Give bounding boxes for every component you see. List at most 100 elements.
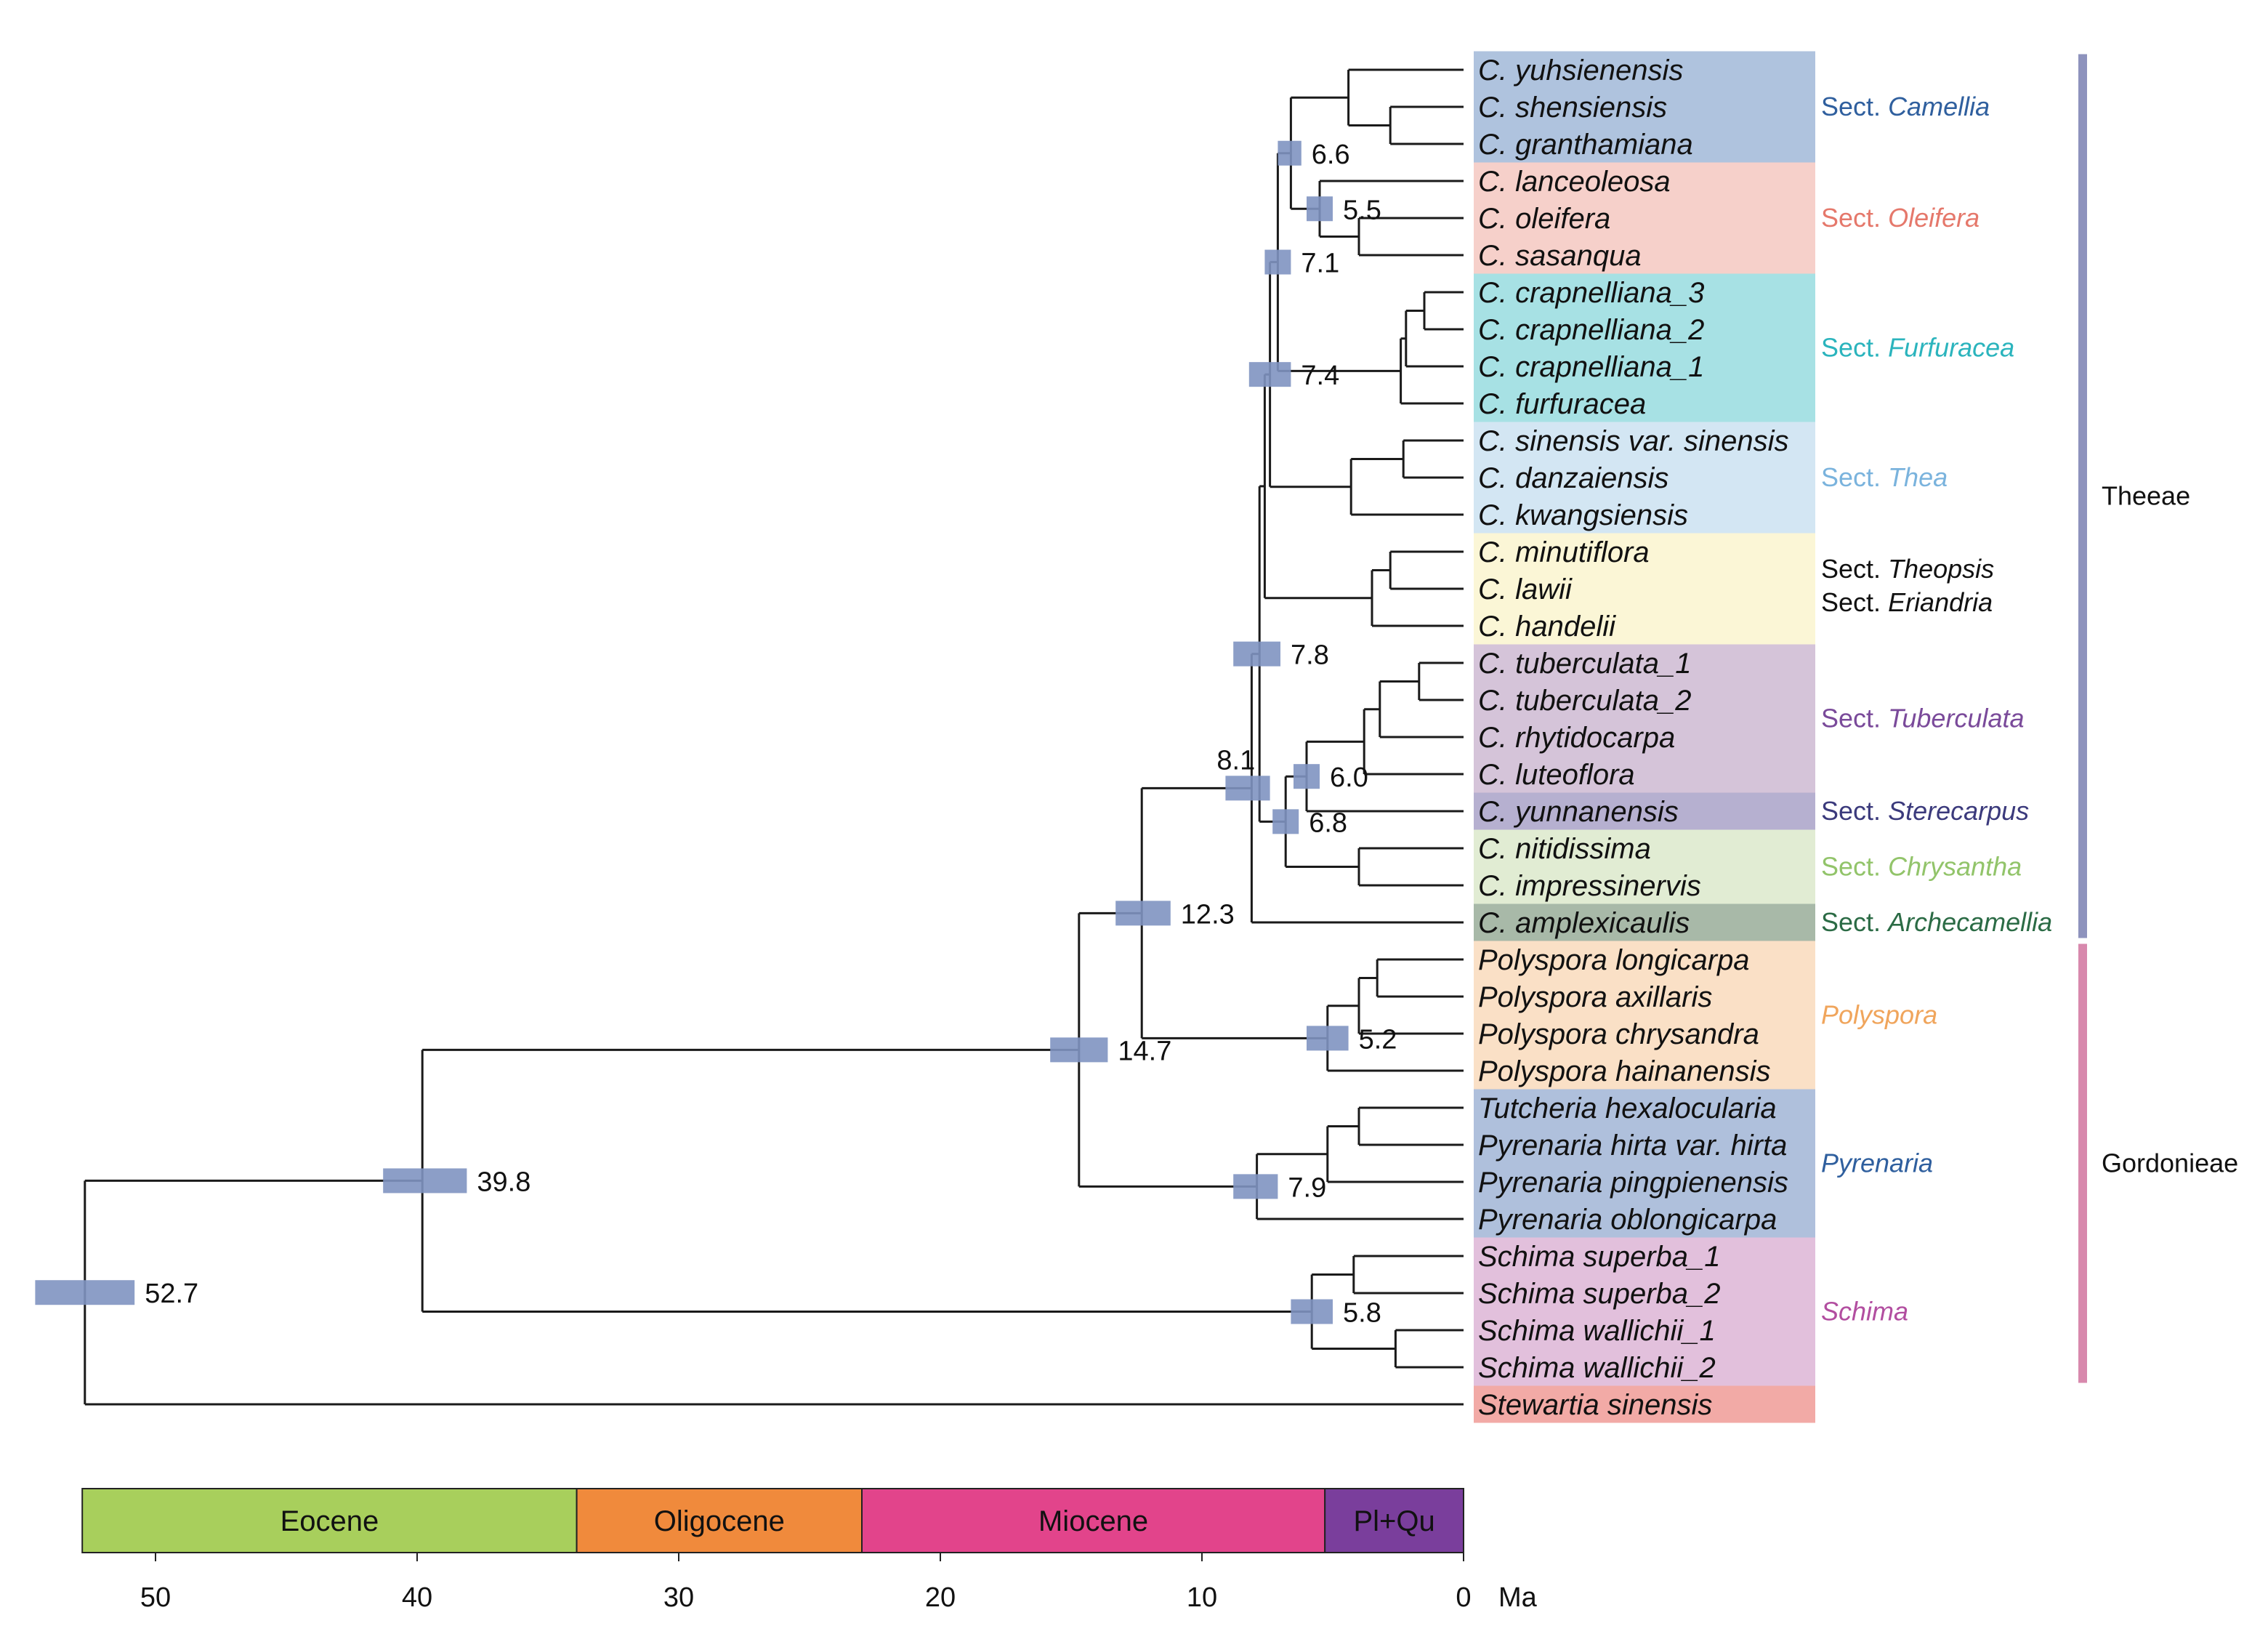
taxon-label: Polyspora chrysandra xyxy=(1478,1018,1759,1050)
taxon-label: C. sasanqua xyxy=(1478,240,1642,272)
hpd-bar xyxy=(1233,641,1280,667)
hpd-bar xyxy=(1225,776,1270,801)
section-label-tuberculata: Sect. Tuberculata xyxy=(1821,704,2025,733)
section-bg-furfuracea xyxy=(1474,273,1815,422)
epoch-oligocene xyxy=(576,1488,863,1553)
section-label-camellia: Sect. Camellia xyxy=(1821,92,1990,121)
taxon-label: C. kwangsiensis xyxy=(1478,499,1688,531)
hpd-bar xyxy=(383,1168,467,1194)
taxon-label: C. oleifera xyxy=(1478,203,1610,235)
section-bg-thea xyxy=(1474,422,1815,534)
section-bg-chrysantha xyxy=(1474,829,1815,904)
taxon-label: C. nitidissima xyxy=(1478,833,1651,865)
taxon-label: C. yunnanensis xyxy=(1478,796,1679,828)
section-bg-camellia xyxy=(1474,51,1815,163)
node-age-label: 8.1 xyxy=(1216,745,1255,776)
taxon-label: C. sinensis var. sinensis xyxy=(1478,425,1789,457)
node-age-label: 5.5 xyxy=(1343,195,1381,225)
taxon-label: Schima wallichii_2 xyxy=(1478,1352,1716,1384)
tribe-bar-gordonieae xyxy=(2078,943,2087,1383)
taxon-label: C. granthamiana xyxy=(1478,129,1693,161)
node-age-label: 7.8 xyxy=(1291,640,1329,671)
taxon-label: Stewartia sinensis xyxy=(1478,1389,1712,1421)
section-name: Polyspora xyxy=(1821,1000,1937,1030)
taxon-label: C. tuberculata_2 xyxy=(1478,685,1692,717)
hpd-bar xyxy=(1233,1174,1278,1199)
section-prefix: Sect. xyxy=(1821,907,1881,937)
taxon-label: Schima superba_1 xyxy=(1478,1241,1721,1273)
node-age-label: 7.1 xyxy=(1301,249,1339,279)
node-age-label: 7.4 xyxy=(1301,361,1339,391)
section-name: Eriandria xyxy=(1888,587,1993,617)
section-label-chrysantha: Sect. Chrysantha xyxy=(1821,852,2022,882)
section-labels: Sect. Camellia Sect. Oleifera Sect. Furfur… xyxy=(1821,92,2052,1327)
section-name: Theopsis xyxy=(1888,554,1994,584)
scale-tick-label: 0 xyxy=(1456,1582,1471,1613)
taxon-label: Pyrenaria hirta var. hirta xyxy=(1478,1130,1787,1162)
epoch-eocene xyxy=(81,1488,578,1553)
taxon-label: C. tuberculata_1 xyxy=(1478,648,1692,680)
hpd-bar xyxy=(35,1280,135,1305)
section-prefix: Sect. xyxy=(1821,852,1881,882)
section-label-eriandria: Sect. Eriandria xyxy=(1821,587,1993,617)
node-age-label: 5.8 xyxy=(1343,1298,1381,1329)
section-name: Sterecarpus xyxy=(1888,796,2029,826)
tribe-label-gordonieae: Gordonieae xyxy=(2102,1148,2238,1178)
node-age-label: 6.6 xyxy=(1312,140,1350,170)
hpd-bar xyxy=(1272,809,1299,834)
node-age-label: 12.3 xyxy=(1181,899,1235,930)
epoch-label: Oligocene xyxy=(654,1505,785,1537)
section-backgrounds xyxy=(1474,51,1815,1423)
taxon-label: C. rhytidocarpa xyxy=(1478,722,1675,754)
section-label-furfuracea: Sect. Furfuracea xyxy=(1821,333,2014,363)
section-label-sterecarpus: Sect. Sterecarpus xyxy=(1821,796,2029,826)
section-label-theopsis: Sect. Theopsis xyxy=(1821,554,1994,584)
taxon-label: C. impressinervis xyxy=(1478,870,1701,902)
section-label-oleifera: Sect. Oleifera xyxy=(1821,203,1980,233)
section-prefix: Sect. xyxy=(1821,796,1881,826)
taxon-label: Polyspora longicarpa xyxy=(1478,944,1750,976)
section-name: Furfuracea xyxy=(1888,333,2014,363)
hpd-bar xyxy=(1307,196,1333,222)
tree-branches xyxy=(84,68,1464,1406)
taxon-label: C. danzaiensis xyxy=(1478,462,1668,494)
epoch-label: Pl+Qu xyxy=(1353,1505,1434,1537)
taxon-label: Tutcheria hexalocularia xyxy=(1478,1092,1777,1124)
section-bg-pyrenaria xyxy=(1474,1089,1815,1238)
section-prefix: Sect. xyxy=(1821,554,1881,584)
scale-tick-label: 10 xyxy=(1187,1582,1217,1613)
taxon-labels: C. yuhsienensis C. shensiensis C. grantham… xyxy=(1478,55,1789,1421)
taxon-label: C. furfuracea xyxy=(1478,388,1646,420)
section-name: Archecamellia xyxy=(1886,907,2052,937)
taxon-label: Schima wallichii_1 xyxy=(1478,1315,1716,1347)
taxon-label: C. lanceoleosa xyxy=(1478,166,1671,198)
scale-unit-label: Ma xyxy=(1498,1582,1538,1613)
epoch-label: Miocene xyxy=(1038,1505,1148,1537)
hpd-bar xyxy=(1115,901,1171,926)
taxon-label: Polyspora axillaris xyxy=(1478,981,1712,1013)
node-age-label: 5.2 xyxy=(1359,1024,1397,1055)
section-bg-sterecarpus xyxy=(1474,792,1815,830)
taxon-label: C. crapnelliana_3 xyxy=(1478,277,1704,309)
section-bg-polyspora xyxy=(1474,941,1815,1090)
section-name: Oleifera xyxy=(1888,203,1980,233)
hpd-bar xyxy=(1294,764,1320,789)
scale-tick-label: 20 xyxy=(925,1582,956,1613)
taxon-label: C. crapnelliana_2 xyxy=(1478,314,1704,346)
node-age-label: 6.0 xyxy=(1330,762,1368,793)
node-age-label: 52.7 xyxy=(145,1279,198,1309)
taxon-label: Pyrenaria oblongicarpa xyxy=(1478,1204,1777,1236)
section-label-archecamellia: Sect. Archecamellia xyxy=(1821,907,2052,937)
section-label-schima: Schima xyxy=(1821,1297,1908,1327)
taxon-label: C. minutiflora xyxy=(1478,536,1650,568)
hpd-bar xyxy=(1291,1299,1333,1324)
section-name: Tuberculata xyxy=(1888,704,2024,733)
geologic-timescale: Eocene Oligocene Miocene Pl+Qu 50 40 30 20 10 0 Ma xyxy=(81,1488,1538,1613)
taxon-label: C. shensiensis xyxy=(1478,92,1667,124)
section-name: Schima xyxy=(1821,1297,1908,1327)
node-age-label: 39.8 xyxy=(477,1167,530,1197)
tribe-brackets: Theeae Gordonieae xyxy=(2078,54,2238,1383)
epoch-label: Eocene xyxy=(281,1505,379,1537)
taxon-label: C. amplexicaulis xyxy=(1478,907,1690,939)
